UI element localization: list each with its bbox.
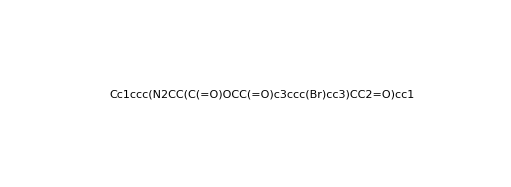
Text: Cc1ccc(N2CC(C(=O)OCC(=O)c3ccc(Br)cc3)CC2=O)cc1: Cc1ccc(N2CC(C(=O)OCC(=O)c3ccc(Br)cc3)CC2… xyxy=(109,90,414,100)
